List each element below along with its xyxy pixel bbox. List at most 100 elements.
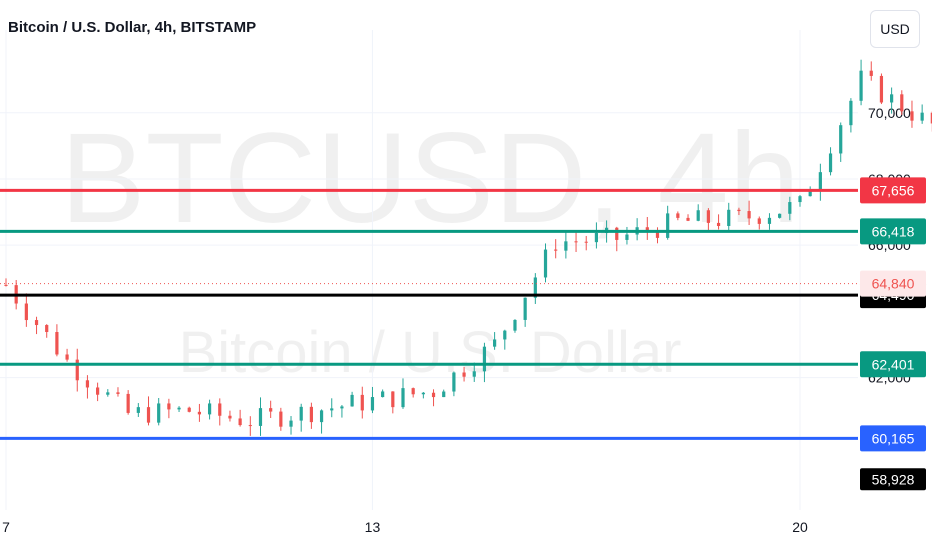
candle [686, 217, 690, 221]
candle [197, 411, 202, 415]
candle [299, 406, 303, 421]
candle [45, 325, 49, 333]
candle [55, 332, 59, 355]
level-badge [860, 351, 926, 378]
candle [513, 319, 517, 331]
candle [177, 407, 181, 410]
watermark: BTCUSD, 4h Bitcoin / U.S. Dollar [60, 107, 800, 385]
candle [187, 407, 191, 412]
candle [309, 406, 313, 423]
candle [482, 346, 487, 372]
y-tick-label: 70,000 [868, 105, 911, 121]
candle [381, 391, 385, 398]
candle [146, 407, 151, 423]
candle [574, 241, 578, 243]
level-badge [860, 177, 926, 204]
candle [818, 172, 822, 191]
price-levels: 67,65666,41864,49062,40160,16564,84058,9… [0, 177, 926, 491]
candle [625, 234, 629, 240]
candle [330, 408, 334, 411]
candle [737, 209, 741, 212]
candle [24, 303, 28, 321]
candle [564, 241, 568, 251]
candle [869, 70, 873, 76]
candle [4, 284, 8, 286]
candle [167, 403, 171, 410]
candle [645, 227, 649, 232]
x-tick-label: 13 [365, 519, 381, 535]
candle [849, 100, 853, 126]
candle [442, 391, 446, 398]
candle [828, 153, 833, 173]
candle [859, 70, 863, 101]
candle [757, 218, 761, 224]
currency-button[interactable]: USD [870, 10, 920, 48]
candle [747, 211, 751, 219]
candle [879, 75, 884, 103]
candle [411, 388, 415, 395]
candle [218, 403, 222, 416]
candle [65, 354, 69, 360]
candle [727, 209, 731, 226]
level-badge-label: 62,401 [872, 356, 915, 372]
level-badge [860, 425, 926, 452]
candle [584, 241, 588, 243]
candle [798, 196, 802, 203]
candle [615, 227, 619, 240]
level-badge [860, 218, 926, 245]
candle [350, 394, 354, 407]
candle [554, 249, 558, 251]
candle [839, 125, 843, 154]
candle [676, 213, 680, 218]
candle [360, 394, 364, 411]
candle [808, 190, 812, 197]
candle [431, 392, 436, 398]
candle [85, 380, 90, 388]
chart-title: Bitcoin / U.S. Dollar, 4h, BITSTAMP [8, 19, 257, 36]
candle [340, 406, 344, 409]
candle [778, 213, 782, 218]
candle [462, 372, 466, 377]
x-tick-label: 7 [2, 519, 10, 535]
candle [34, 320, 39, 326]
x-tick-label: 20 [792, 519, 808, 535]
candle [706, 210, 710, 223]
candle [543, 249, 548, 278]
candle [75, 359, 79, 381]
candle [157, 403, 161, 423]
candle [258, 408, 263, 426]
candle [401, 388, 405, 408]
candle [666, 213, 670, 238]
candle [248, 425, 252, 427]
candle [472, 371, 476, 377]
candle [930, 112, 932, 124]
level-badge-label: 60,165 [872, 430, 915, 446]
candle [269, 408, 273, 412]
candles [4, 59, 932, 436]
candle [238, 418, 242, 426]
level-badge-label: 66,418 [872, 223, 915, 239]
candle [279, 411, 283, 427]
candle [289, 420, 293, 427]
candle [126, 393, 130, 413]
candle [503, 330, 507, 340]
candle [920, 112, 924, 121]
candle [655, 231, 660, 238]
candle [696, 210, 700, 221]
candle [452, 372, 456, 392]
watermark-name: Bitcoin / U.S. Dollar [179, 320, 682, 385]
level-badge-label: 67,656 [872, 182, 915, 198]
candle [493, 339, 497, 347]
candle [391, 391, 395, 408]
candle [370, 397, 375, 411]
last-price-badge [860, 270, 926, 297]
candle [116, 392, 120, 394]
candle [228, 415, 232, 419]
candle [421, 392, 425, 395]
candle [900, 94, 904, 112]
candle [910, 111, 914, 121]
candle [523, 297, 527, 320]
bottom-badge-label: 58,928 [872, 471, 915, 487]
bottom-badge [860, 468, 926, 491]
